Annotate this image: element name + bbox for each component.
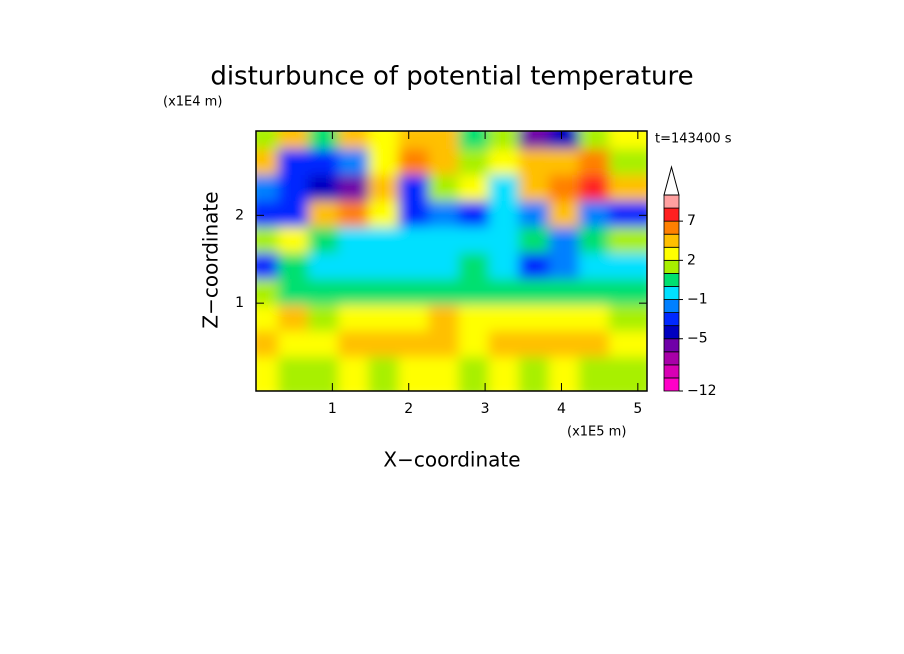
- y-tick-label: 1: [235, 295, 244, 311]
- field-cell: [608, 357, 647, 391]
- annotation: t=143400 s: [655, 132, 732, 147]
- colorbar-segment: [663, 220, 680, 235]
- colorbar-segment: [663, 299, 680, 313]
- y-unit: (x1E4 m): [163, 95, 222, 110]
- colorbar-segment: [663, 194, 680, 209]
- y-tick-label: 2: [235, 207, 244, 223]
- contour-field: [256, 131, 647, 391]
- plot-frame: [255, 130, 648, 392]
- colorbar-segment: [663, 272, 680, 287]
- x-unit: (x1E5 m): [567, 425, 626, 440]
- colorbar-tick-label: −12: [687, 383, 717, 399]
- colorbar-segment: [663, 207, 680, 222]
- colorbar-tick-label: −1: [687, 292, 708, 308]
- colorbar-tick-label: 2: [687, 252, 696, 268]
- x-tick-label: 3: [481, 401, 490, 417]
- colorbar-segment: [663, 351, 680, 366]
- colorbar-segment: [663, 338, 680, 353]
- x-tick-label: 2: [404, 401, 413, 417]
- x-tick-label: 5: [633, 401, 642, 417]
- colorbar-segment: [663, 312, 680, 327]
- x-tick-label: 4: [557, 401, 566, 417]
- y-axis-label: Z−coordinate: [199, 191, 223, 328]
- x-axis-label: X−coordinate: [383, 448, 520, 472]
- x-tick-label: 1: [328, 401, 337, 417]
- colorbar-tick-label: 7: [687, 213, 696, 229]
- colorbar-segment: [663, 364, 680, 379]
- colorbar-segment: [663, 233, 680, 248]
- colorbar-segment: [663, 286, 680, 300]
- colorbar-segment: [663, 259, 680, 274]
- colorbar-segment: [663, 246, 680, 261]
- colorbar-tick-label: −5: [687, 331, 708, 347]
- colorbar-segment: [663, 377, 680, 392]
- colorbar-extension: [663, 165, 680, 196]
- colorbar-segment: [663, 325, 680, 340]
- chart-title: disturbunce of potential temperature: [210, 62, 693, 92]
- field-cells: [256, 131, 647, 391]
